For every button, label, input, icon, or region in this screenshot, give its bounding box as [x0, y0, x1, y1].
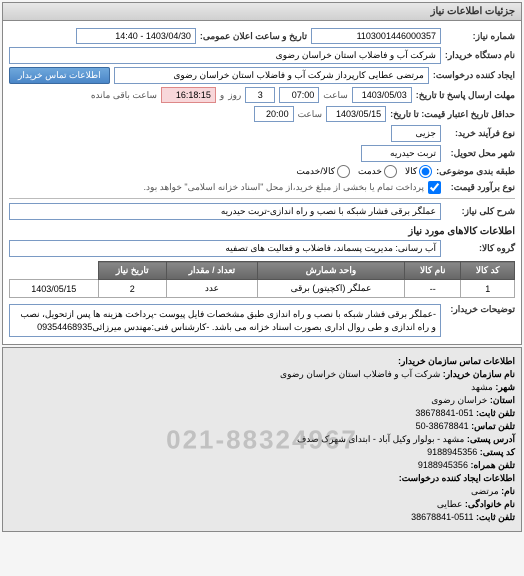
f-phone: 051-38678841	[415, 408, 473, 418]
payment-checkbox[interactable]	[428, 181, 441, 194]
td-qty: 2	[98, 280, 166, 298]
saat-label-1: ساعت	[323, 90, 348, 101]
td-code: 1	[461, 280, 515, 298]
remain-label: ساعت باقی مانده	[91, 90, 157, 101]
f-city-label: شهر:	[495, 382, 515, 392]
subject-label: طبقه بندی موضوعی:	[436, 166, 515, 177]
panel1-header: جزئیات اطلاعات نیاز	[3, 3, 521, 21]
req-no-label: شماره نیاز:	[445, 31, 515, 42]
f-mobile-label: تلفن همراه:	[470, 460, 515, 470]
f-phone-label: تلفن ثابت:	[476, 408, 515, 418]
remain-time: 16:18:15	[161, 87, 216, 103]
f-fax: 38678841-50	[416, 421, 469, 431]
f-city: مشهد	[471, 382, 493, 392]
radio-kala[interactable]: کالا	[405, 165, 432, 178]
city-label: شهر محل تحویل:	[445, 148, 515, 159]
radio-khadamat[interactable]: خدمت	[358, 165, 397, 178]
f-creator-info: اطلاعات ایجاد کننده درخواست:	[399, 473, 515, 483]
f-org: شرکت آب و فاضلاب استان خراسان رضوی	[280, 369, 440, 379]
deadline-send-label: مهلت ارسال پاسخ تا تاریخ:	[416, 90, 515, 101]
f-addr-label: آدرس پستی:	[467, 434, 515, 444]
td-date: 1403/05/15	[10, 280, 99, 298]
city-value: تربت حیدریه	[361, 145, 441, 162]
f-fax-label: تلفن تماس:	[471, 421, 515, 431]
radio-kalakhadamat-input[interactable]	[337, 165, 350, 178]
td-name: عملگر (اکچیتور) برقی	[257, 280, 404, 298]
deadline-send-time: 07:00	[279, 87, 319, 103]
th-code: کد کالا	[461, 262, 515, 280]
creator-value: مرتضی عطایی کارپرداز شرکت آب و فاضلاب اس…	[114, 67, 429, 84]
org-label: نام دستگاه خریدار:	[445, 50, 515, 61]
va-label: و	[220, 90, 224, 101]
process-label: نوع فرآیند خرید:	[445, 128, 515, 139]
th-unit: واحد شمارش	[257, 262, 404, 280]
f-lname: عطایی	[437, 499, 463, 509]
days-left: 3	[245, 87, 275, 103]
separator	[9, 198, 515, 199]
f-org-label: نام سازمان خریدار:	[443, 369, 515, 379]
subject-radio-group: کالا خدمت کالا/خدمت	[296, 165, 432, 178]
th-date: تاریخ نیاز	[98, 262, 166, 280]
table-header-row: کد کالا نام کالا واحد شمارش تعداد / مقدا…	[10, 262, 515, 280]
desc-value: -عملگر برقی فشار شبکه با نصب و راه انداز…	[9, 304, 441, 337]
group-label: گروه کالا:	[445, 243, 515, 254]
footer-panel: 021-88324967 اطلاعات تماس سازمان خریدار:…	[2, 347, 522, 532]
validity-time: 20:00	[254, 106, 294, 122]
f-mobile: 9188945356	[418, 460, 468, 470]
process-value: جزیی	[391, 125, 441, 142]
radio-khadamat-input[interactable]	[384, 165, 397, 178]
f-post-label: کد پستی:	[480, 447, 515, 457]
public-date-label: تاریخ و ساعت اعلان عمومی:	[200, 31, 307, 42]
radio-kalakhadamat[interactable]: کالا/خدمت	[296, 165, 350, 178]
f-name: مرتضی	[471, 486, 499, 496]
f-province-label: استان:	[490, 395, 515, 405]
table-row: 1 -- عملگر (اکچیتور) برقی عدد 2 1403/05/…	[10, 280, 515, 298]
f-phone2-label: تلفن ثابت:	[476, 512, 515, 522]
radio-kala-input[interactable]	[419, 165, 432, 178]
validity-label: حداقل تاریخ اعتبار قیمت: تا تاریخ:	[390, 109, 515, 120]
group-value: آب رسانی: مدیریت پسماند، فاضلاب و فعالیت…	[9, 240, 441, 257]
f-post: 9188945356	[427, 447, 477, 457]
panel2-title: اطلاعات کالاهای مورد نیاز	[9, 226, 515, 237]
td-unit: عدد	[166, 280, 257, 298]
need-details-panel: جزئیات اطلاعات نیاز شماره نیاز: 11030014…	[2, 2, 522, 345]
contact-buyer-button[interactable]: اطلاعات تماس خریدار	[9, 67, 110, 84]
deadline-send-date: 1403/05/03	[352, 87, 412, 103]
org-value: شرکت آب و فاضلاب استان خراسان رضوی	[9, 47, 441, 64]
items-table: کد کالا نام کالا واحد شمارش تعداد / مقدا…	[9, 261, 515, 298]
f-addr: مشهد - بولوار وکیل آباد - ابتدای شهرک صد…	[297, 434, 464, 444]
rooz-label: روز	[228, 90, 241, 101]
footer-title: اطلاعات تماس سازمان خریدار:	[398, 356, 515, 366]
keyword-value: عملگر برقی فشار شبکه با نصب و راه اندازی…	[9, 203, 441, 220]
creator-label: ایجاد کننده درخواست:	[433, 70, 515, 81]
payment-label: نوع برآورد قیمت:	[445, 182, 515, 193]
desc-label: توضیحات خریدار:	[445, 304, 515, 315]
public-date-value: 1403/04/30 - 14:40	[76, 28, 196, 44]
f-province: خراسان رضوی	[431, 395, 487, 405]
keyword-label: شرح کلی نیاز:	[445, 206, 515, 217]
th-qty: تعداد / مقدار	[166, 262, 257, 280]
f-phone2: 0511-38678841	[411, 512, 473, 522]
saat-label-2: ساعت	[298, 109, 323, 120]
validity-date: 1403/05/15	[326, 106, 386, 122]
req-no-value: 1103001446000357	[311, 28, 441, 44]
f-lname-label: نام خانوادگی:	[465, 499, 515, 509]
td-dash: --	[405, 280, 461, 298]
f-name-label: نام:	[501, 486, 515, 496]
payment-text: پرداخت تمام یا بخشی از مبلغ خرید،از محل …	[9, 182, 424, 193]
th-name: نام کالا	[405, 262, 461, 280]
